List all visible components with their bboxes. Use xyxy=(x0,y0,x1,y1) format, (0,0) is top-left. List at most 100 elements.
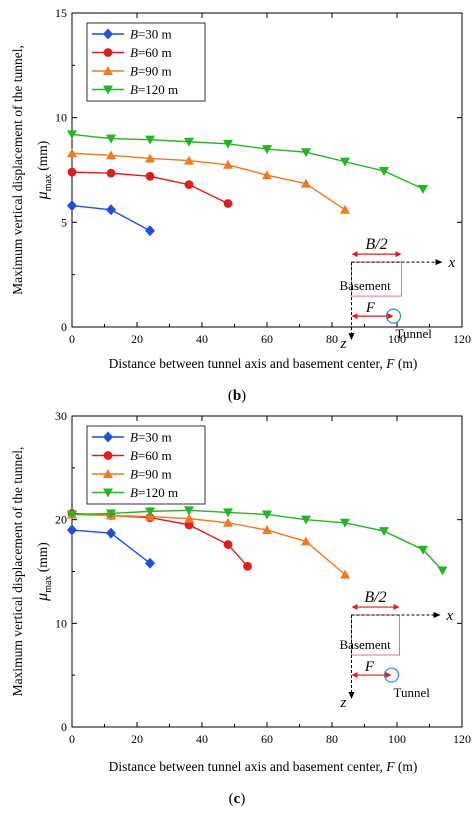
data-point xyxy=(106,134,116,144)
y-tick-label: 20 xyxy=(55,513,67,527)
x-tick-label: 0 xyxy=(69,732,75,746)
data-point xyxy=(379,527,389,537)
data-point xyxy=(301,536,311,546)
y-tick-label: 0 xyxy=(61,720,67,734)
data-point xyxy=(301,515,311,525)
data-point xyxy=(106,168,116,178)
y-axis-label: Maximum vertical displacement of the tun… xyxy=(10,45,25,295)
legend-label: B=120 m xyxy=(130,485,178,500)
data-point xyxy=(184,513,194,523)
data-point xyxy=(340,157,350,167)
z-axis-symbol: z xyxy=(340,695,347,711)
panel-label: (b) xyxy=(228,388,246,404)
x-tick-label: 100 xyxy=(388,332,406,346)
legend-marker xyxy=(103,451,113,460)
data-point xyxy=(145,507,155,517)
arrowhead-icon xyxy=(387,313,394,320)
series-2 xyxy=(67,509,252,571)
data-point xyxy=(184,180,194,190)
legend-marker xyxy=(103,48,113,57)
data-point xyxy=(418,184,428,194)
series-3 xyxy=(67,148,350,214)
data-point xyxy=(184,506,194,516)
data-point xyxy=(262,525,272,535)
x-tick-label: 80 xyxy=(326,332,338,346)
offset-label: F xyxy=(365,300,376,316)
inset-diagram: x B/2 Basement z F Tunnel xyxy=(340,589,454,711)
data-point xyxy=(184,137,194,147)
data-point xyxy=(67,167,77,177)
arrowhead-icon xyxy=(395,251,402,258)
series-4 xyxy=(67,506,448,576)
data-point xyxy=(67,200,77,212)
data-point xyxy=(340,204,350,214)
y-tick-label: 10 xyxy=(55,616,67,630)
x-tick-label: 40 xyxy=(196,732,208,746)
data-point xyxy=(145,171,155,181)
x-tick-label: 20 xyxy=(131,332,143,346)
tunnel-label: Tunnel xyxy=(394,685,431,700)
x-tick-label: 120 xyxy=(453,332,471,346)
data-point xyxy=(106,150,116,160)
x-tick-label: 60 xyxy=(261,732,273,746)
z-axis-symbol: z xyxy=(340,336,347,352)
series-line xyxy=(71,152,346,211)
x-axis-label: Distance between tunnel axis and basemen… xyxy=(109,356,418,371)
data-point xyxy=(106,509,116,519)
x-axis-symbol: x xyxy=(446,608,454,624)
series-1 xyxy=(67,524,155,569)
x-tick-label: 60 xyxy=(261,332,273,346)
arrowhead-icon xyxy=(351,604,358,611)
x-tick-label: 100 xyxy=(388,732,406,746)
data-point xyxy=(106,204,116,216)
z-arrow-icon xyxy=(348,333,355,341)
inset-diagram: x B/2 Basement z F Tunnel xyxy=(340,236,456,352)
half-width-label: B/2 xyxy=(365,236,387,253)
tunnel-label: Tunnel xyxy=(396,326,433,341)
x-arrow-icon xyxy=(433,612,441,619)
legend-label: B=60 m xyxy=(130,448,172,463)
arrowhead-icon xyxy=(351,672,358,679)
panel-label: (c) xyxy=(229,791,246,807)
series-1 xyxy=(67,200,155,237)
y-axis-label: Maximum vertical displacement of the tun… xyxy=(10,447,25,697)
legend-label: B=90 m xyxy=(130,467,172,482)
data-point xyxy=(145,153,155,163)
arrowhead-icon xyxy=(393,604,400,611)
data-point xyxy=(184,520,194,530)
series-2 xyxy=(67,167,233,208)
arrowhead-icon xyxy=(351,251,358,258)
data-point xyxy=(145,225,155,237)
legend-marker xyxy=(103,28,113,40)
y-tick-label: 5 xyxy=(61,215,67,229)
data-point xyxy=(223,540,233,549)
x-arrow-icon xyxy=(435,259,443,266)
chart-panel-2: 0 20 40 60 80 100 120 0 10 20 30 B=30 m B=60 m B=90 m… xyxy=(10,409,471,807)
data-point xyxy=(223,517,233,527)
y-tick-label: 15 xyxy=(55,6,67,20)
data-point xyxy=(67,524,77,536)
data-point xyxy=(340,569,350,579)
offset-label: F xyxy=(364,659,375,675)
data-point xyxy=(223,199,233,208)
data-point xyxy=(262,510,272,520)
legend-label: B=30 m xyxy=(130,27,172,42)
x-tick-label: 0 xyxy=(69,332,75,346)
series-line xyxy=(71,133,424,190)
data-point xyxy=(223,139,233,149)
series-line xyxy=(71,513,346,576)
data-point xyxy=(106,527,116,539)
data-point xyxy=(223,159,233,169)
data-point xyxy=(301,178,311,188)
data-point xyxy=(262,145,272,155)
data-point xyxy=(145,135,155,145)
series-4 xyxy=(67,130,428,194)
arrowhead-icon xyxy=(385,672,392,679)
legend-marker xyxy=(103,66,113,75)
legend: B=30 m B=60 m B=90 m B=120 m xyxy=(86,22,206,102)
y-tick-label: 0 xyxy=(61,320,67,334)
legend-marker xyxy=(103,469,113,478)
data-point xyxy=(437,566,448,576)
z-arrow-icon xyxy=(348,692,355,700)
arrowhead-icon xyxy=(351,313,358,320)
